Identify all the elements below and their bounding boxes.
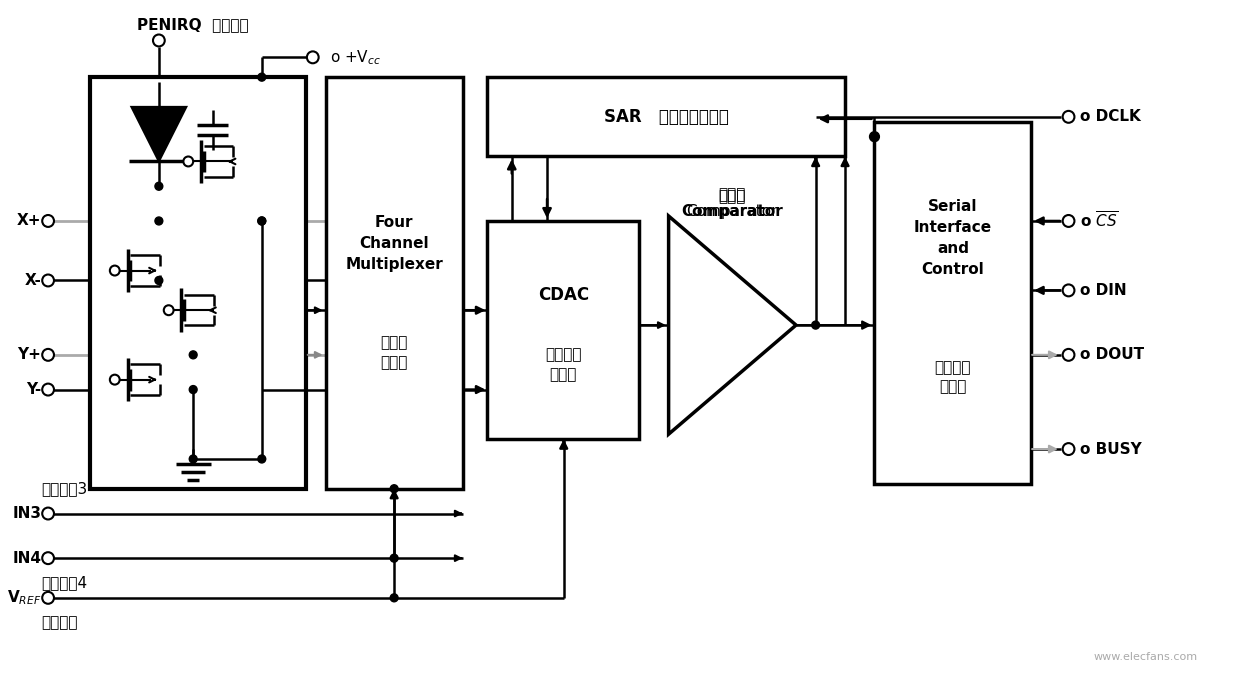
Circle shape: [155, 277, 163, 285]
Text: 辅助通道4: 辅助通道4: [41, 575, 88, 590]
Text: 四通道
转换器: 四通道 转换器: [381, 335, 408, 369]
Circle shape: [189, 455, 197, 463]
Circle shape: [1063, 349, 1075, 361]
Text: o BUSY: o BUSY: [1080, 441, 1142, 456]
Circle shape: [1063, 285, 1075, 296]
Circle shape: [42, 384, 54, 396]
Text: Y-: Y-: [26, 382, 41, 397]
Text: IN4: IN4: [12, 551, 41, 565]
Text: Comparator: Comparator: [687, 203, 778, 219]
Circle shape: [1063, 215, 1075, 227]
Text: Serial
Interface
and
Control: Serial Interface and Control: [914, 199, 992, 277]
Text: o DCLK: o DCLK: [1080, 109, 1141, 125]
Text: 比较器: 比较器: [719, 186, 746, 202]
Circle shape: [155, 182, 163, 190]
Circle shape: [257, 217, 266, 225]
Circle shape: [42, 553, 54, 564]
Circle shape: [257, 217, 266, 225]
Circle shape: [42, 215, 54, 227]
Circle shape: [153, 34, 165, 46]
Circle shape: [811, 321, 820, 329]
Circle shape: [42, 349, 54, 361]
Bar: [487, 221, 640, 439]
Circle shape: [257, 455, 266, 463]
Circle shape: [155, 217, 163, 225]
Text: V$_{REF}$: V$_{REF}$: [7, 588, 41, 607]
Bar: [487, 77, 845, 157]
Circle shape: [163, 306, 173, 315]
Circle shape: [1063, 443, 1075, 455]
Polygon shape: [669, 216, 797, 434]
Text: o DOUT: o DOUT: [1080, 347, 1144, 362]
Circle shape: [1063, 111, 1075, 122]
Text: 辅助通道3: 辅助通道3: [41, 481, 88, 496]
Text: IN3: IN3: [12, 506, 41, 521]
Text: o $\overline{CS}$: o $\overline{CS}$: [1080, 211, 1118, 231]
Bar: [90, 77, 306, 489]
Polygon shape: [131, 107, 187, 162]
Bar: [875, 122, 1032, 484]
Text: 数据模拟
转换器: 数据模拟 转换器: [546, 347, 581, 382]
Circle shape: [870, 132, 880, 141]
Circle shape: [390, 554, 398, 562]
Text: Comparator: Comparator: [682, 203, 783, 219]
Text: X-: X-: [25, 273, 41, 288]
Text: o DIN: o DIN: [1080, 283, 1127, 298]
Circle shape: [189, 351, 197, 359]
Text: 串行接口
与控制: 串行接口 与控制: [935, 360, 971, 394]
Text: SAR   逐次逼近寄存器: SAR 逐次逼近寄存器: [604, 108, 729, 126]
Text: o +V$_{cc}$: o +V$_{cc}$: [330, 48, 381, 67]
Text: CDAC: CDAC: [538, 286, 589, 304]
Text: X+: X+: [17, 213, 41, 228]
Bar: [325, 77, 463, 489]
Circle shape: [110, 375, 120, 384]
Text: 比较器: 比较器: [719, 188, 746, 204]
Circle shape: [110, 266, 120, 275]
Text: 基准点压: 基准点压: [41, 615, 78, 630]
Text: PENIRQ  中断请求: PENIRQ 中断请求: [137, 17, 249, 32]
Circle shape: [42, 592, 54, 604]
Text: www.elecfans.com: www.elecfans.com: [1094, 652, 1197, 662]
Circle shape: [390, 594, 398, 602]
Text: Four
Channel
Multiplexer: Four Channel Multiplexer: [345, 215, 443, 272]
Circle shape: [307, 51, 319, 63]
Text: Y+: Y+: [17, 347, 41, 362]
Circle shape: [183, 157, 193, 166]
Circle shape: [189, 386, 197, 394]
Circle shape: [390, 485, 398, 493]
Circle shape: [257, 73, 266, 81]
Circle shape: [42, 507, 54, 520]
Circle shape: [42, 275, 54, 287]
